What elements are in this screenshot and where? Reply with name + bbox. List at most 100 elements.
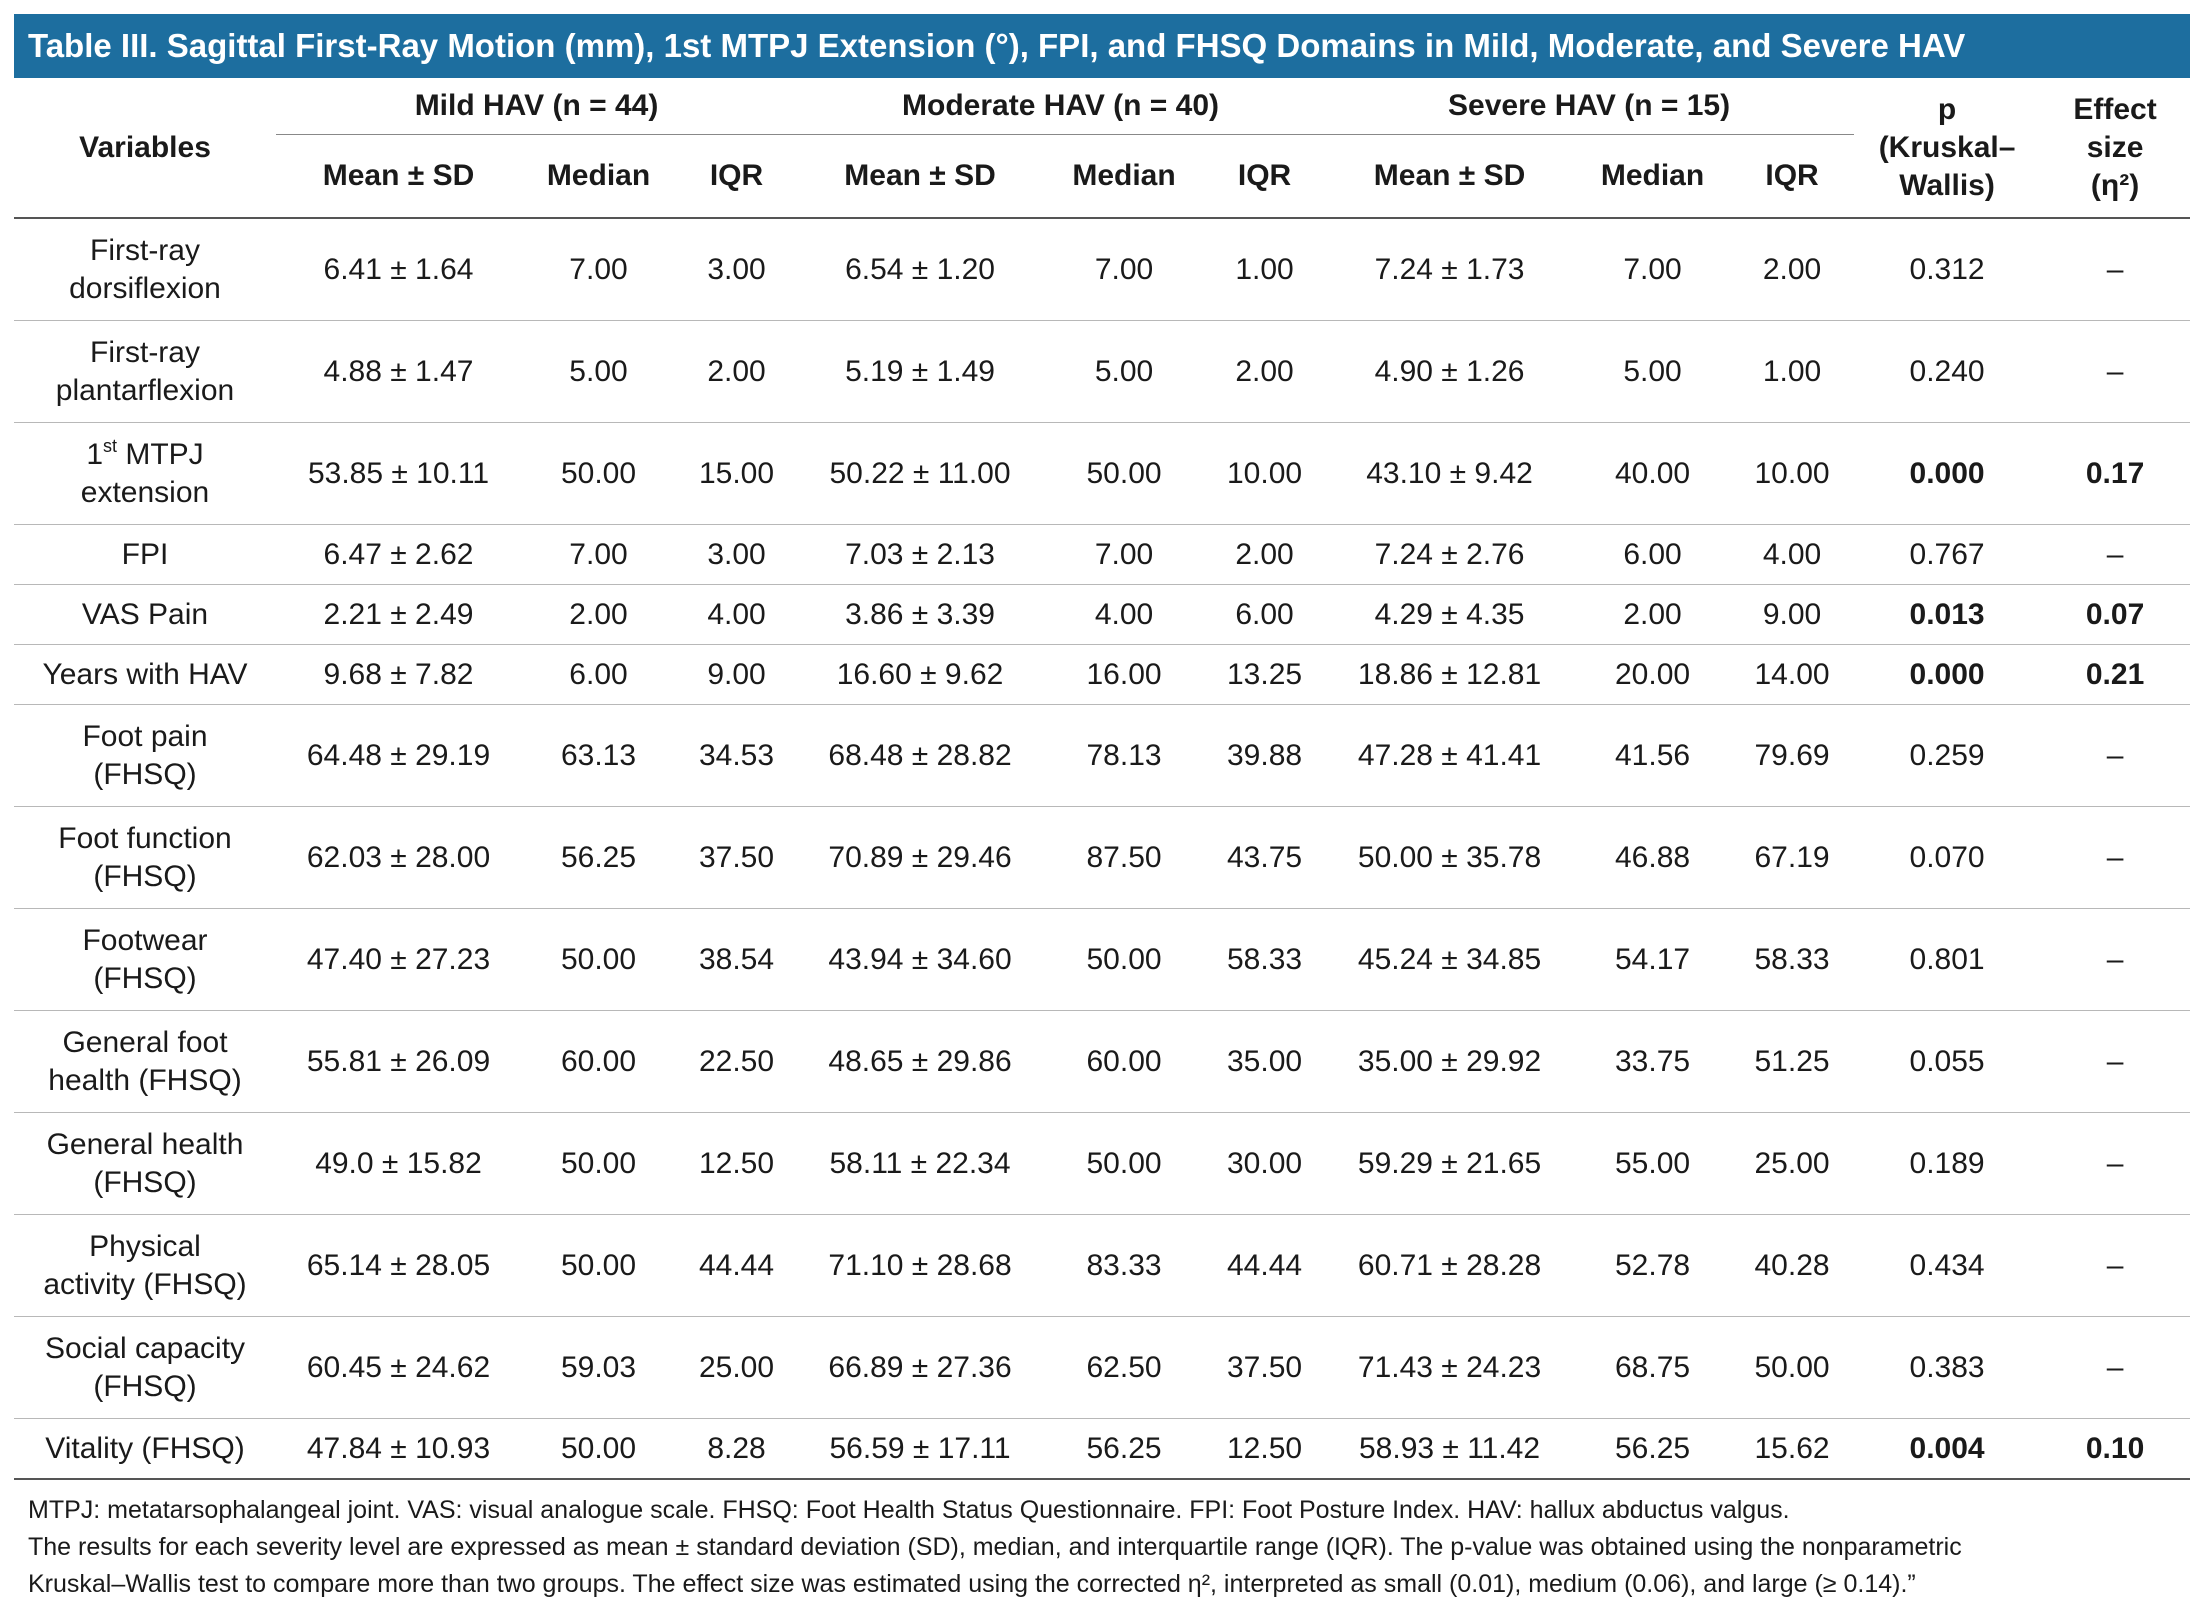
text-segment: MTPJ [117,437,204,471]
table-cell: 50.00 [521,1112,676,1215]
table-cell: 7.24 ± 1.73 [1324,217,1576,321]
table-cell: 55.81 ± 26.09 [276,1010,521,1113]
table-row: General health (FHSQ) 49.0 ± 15.82 50.00 12.… [14,1112,2191,1215]
table-cell: 3.86 ± 3.39 [797,584,1044,645]
table-cell: 38.54 [676,908,798,1011]
text-line: First-ray [90,233,200,267]
text-line: VAS Pain [81,597,209,631]
table-cell: 37.50 [1205,1316,1325,1419]
subheader: IQR [709,159,764,192]
table-cell: 0.000 [1854,644,2041,705]
variable-cell: Footwear (FHSQ) [14,908,276,1011]
table-cell: 50.00 [1043,908,1206,1011]
footnotes: MTPJ: metatarsophalangeal joint. VAS: vi… [14,1492,2190,1603]
header-cell: Effect size (η²) [2040,78,2190,218]
variable-cell: Physical activity (FHSQ) [14,1214,276,1317]
subheader: IQR [1237,159,1292,192]
table-row: First-ray dorsiflexion 6.41 ± 1.64 7.00 3.00… [14,217,2191,321]
table-cell: 7.00 [1043,217,1206,321]
text-line: extension [80,475,210,509]
group-header: Severe HAV (n = 15) [1324,78,1855,135]
table-row: FPI 6.47 ± 2.62 7.00 3.00 7.03 ± 2.13 7.00 2.0… [14,524,2191,585]
table-cell: 33.75 [1575,1010,1731,1113]
table-cell: 1.00 [1205,217,1325,321]
variable-cell: Social capacity (FHSQ) [14,1316,276,1419]
data-table: Variables Mild HAV (n = 44) Moderate HAV (… [14,78,2191,1480]
table-cell: 63.13 [521,704,676,807]
table-row: Footwear (FHSQ) 47.40 ± 27.23 50.00 38.54 43.… [14,908,2191,1011]
table-cell: 2.00 [1205,524,1325,585]
table-cell: 34.53 [676,704,798,807]
text-line: FPI [121,537,169,571]
table-cell: 4.90 ± 1.26 [1324,320,1576,423]
table-cell: 67.19 [1730,806,1855,909]
table-cell: 59.29 ± 21.65 [1324,1112,1576,1215]
variable-cell: 1st MTPJ extension [14,422,276,525]
table-cell: 4.00 [676,584,798,645]
table-cell: 7.00 [1575,217,1731,321]
table-cell: – [2040,320,2191,423]
table-cell: 14.00 [1730,644,1855,705]
text-line: (FHSQ) [93,961,197,995]
table-cell: 50.00 [1043,422,1206,525]
table-cell: 62.03 ± 28.00 [276,806,521,909]
table-cell: 50.22 ± 11.00 [797,422,1044,525]
table-cell: 9.00 [1730,584,1855,645]
group-header: Mild HAV (n = 44) [276,78,798,135]
table-cell: 0.259 [1854,704,2041,807]
table-cell: 3.00 [676,524,798,585]
text-line: (Kruskal– [1878,130,2016,164]
table-cell: 71.10 ± 28.68 [797,1214,1044,1317]
table-cell: 50.00 [1043,1112,1206,1215]
table-cell: 49.0 ± 15.82 [276,1112,521,1215]
table-cell: 15.62 [1730,1418,1855,1480]
table-cell: 0.189 [1854,1112,2041,1215]
variable-cell: FPI [14,524,276,585]
variable-cell: General foot health (FHSQ) [14,1010,276,1113]
table-cell: 0.767 [1854,524,2041,585]
table-cell: 43.75 [1205,806,1325,909]
table-cell: 0.070 [1854,806,2041,909]
table-cell: 10.00 [1730,422,1855,525]
text-line: First-ray [90,335,200,369]
table-cell: 0.383 [1854,1316,2041,1419]
variable-cell: Years with HAV [14,644,276,705]
table-figure: Table III. Sagittal First-Ray Motion (mm… [14,14,2191,1603]
table-cell: 60.00 [1043,1010,1206,1113]
table-cell: – [2040,908,2191,1011]
table-cell: 44.44 [676,1214,798,1317]
table-cell: 0.240 [1854,320,2041,423]
table-cell: 60.00 [521,1010,676,1113]
table-row: First-ray plantarflexion 4.88 ± 1.47 5.00 2.… [14,320,2191,423]
table-cell: – [2040,1112,2191,1215]
table-cell: 60.45 ± 24.62 [276,1316,521,1419]
table-cell: – [2040,217,2191,321]
superscript: st [103,435,118,456]
table-cell: 79.69 [1730,704,1855,807]
table-cell: 0.013 [1854,584,2041,645]
table-cell: 0.801 [1854,908,2041,1011]
table-row: VAS Pain 2.21 ± 2.49 2.00 4.00 3.86 ± 3.39 4.… [14,584,2191,645]
table-cell: 48.65 ± 29.86 [797,1010,1044,1113]
table-cell: 9.00 [676,644,798,705]
table-row: Foot pain (FHSQ) 64.48 ± 29.19 63.13 34.53 68… [14,704,2191,807]
table-cell: 4.00 [1043,584,1206,645]
table-cell: 0.055 [1854,1010,2041,1113]
text-line: Footwear [82,923,208,957]
table-cell: 66.89 ± 27.36 [797,1316,1044,1419]
group-header: Moderate HAV (n = 40) [797,78,1325,135]
table-cell: 0.10 [2040,1418,2191,1480]
table-cell: 56.25 [1043,1418,1206,1480]
table-cell: 45.24 ± 34.85 [1324,908,1576,1011]
table-cell: 68.48 ± 28.82 [797,704,1044,807]
table-row: General foot health (FHSQ) 55.81 ± 26.09 60… [14,1010,2191,1113]
table-cell: 83.33 [1043,1214,1206,1317]
table-cell: 51.25 [1730,1010,1855,1113]
table-cell: 2.21 ± 2.49 [276,584,521,645]
table-row: Physical activity (FHSQ) 65.14 ± 28.05 50.0… [14,1214,2191,1317]
text-line: health (FHSQ) [48,1063,242,1097]
text-line: (FHSQ) [93,1165,197,1199]
table-cell: 52.78 [1575,1214,1731,1317]
header-cell: Variables [79,130,211,164]
table-cell: 6.00 [1205,584,1325,645]
